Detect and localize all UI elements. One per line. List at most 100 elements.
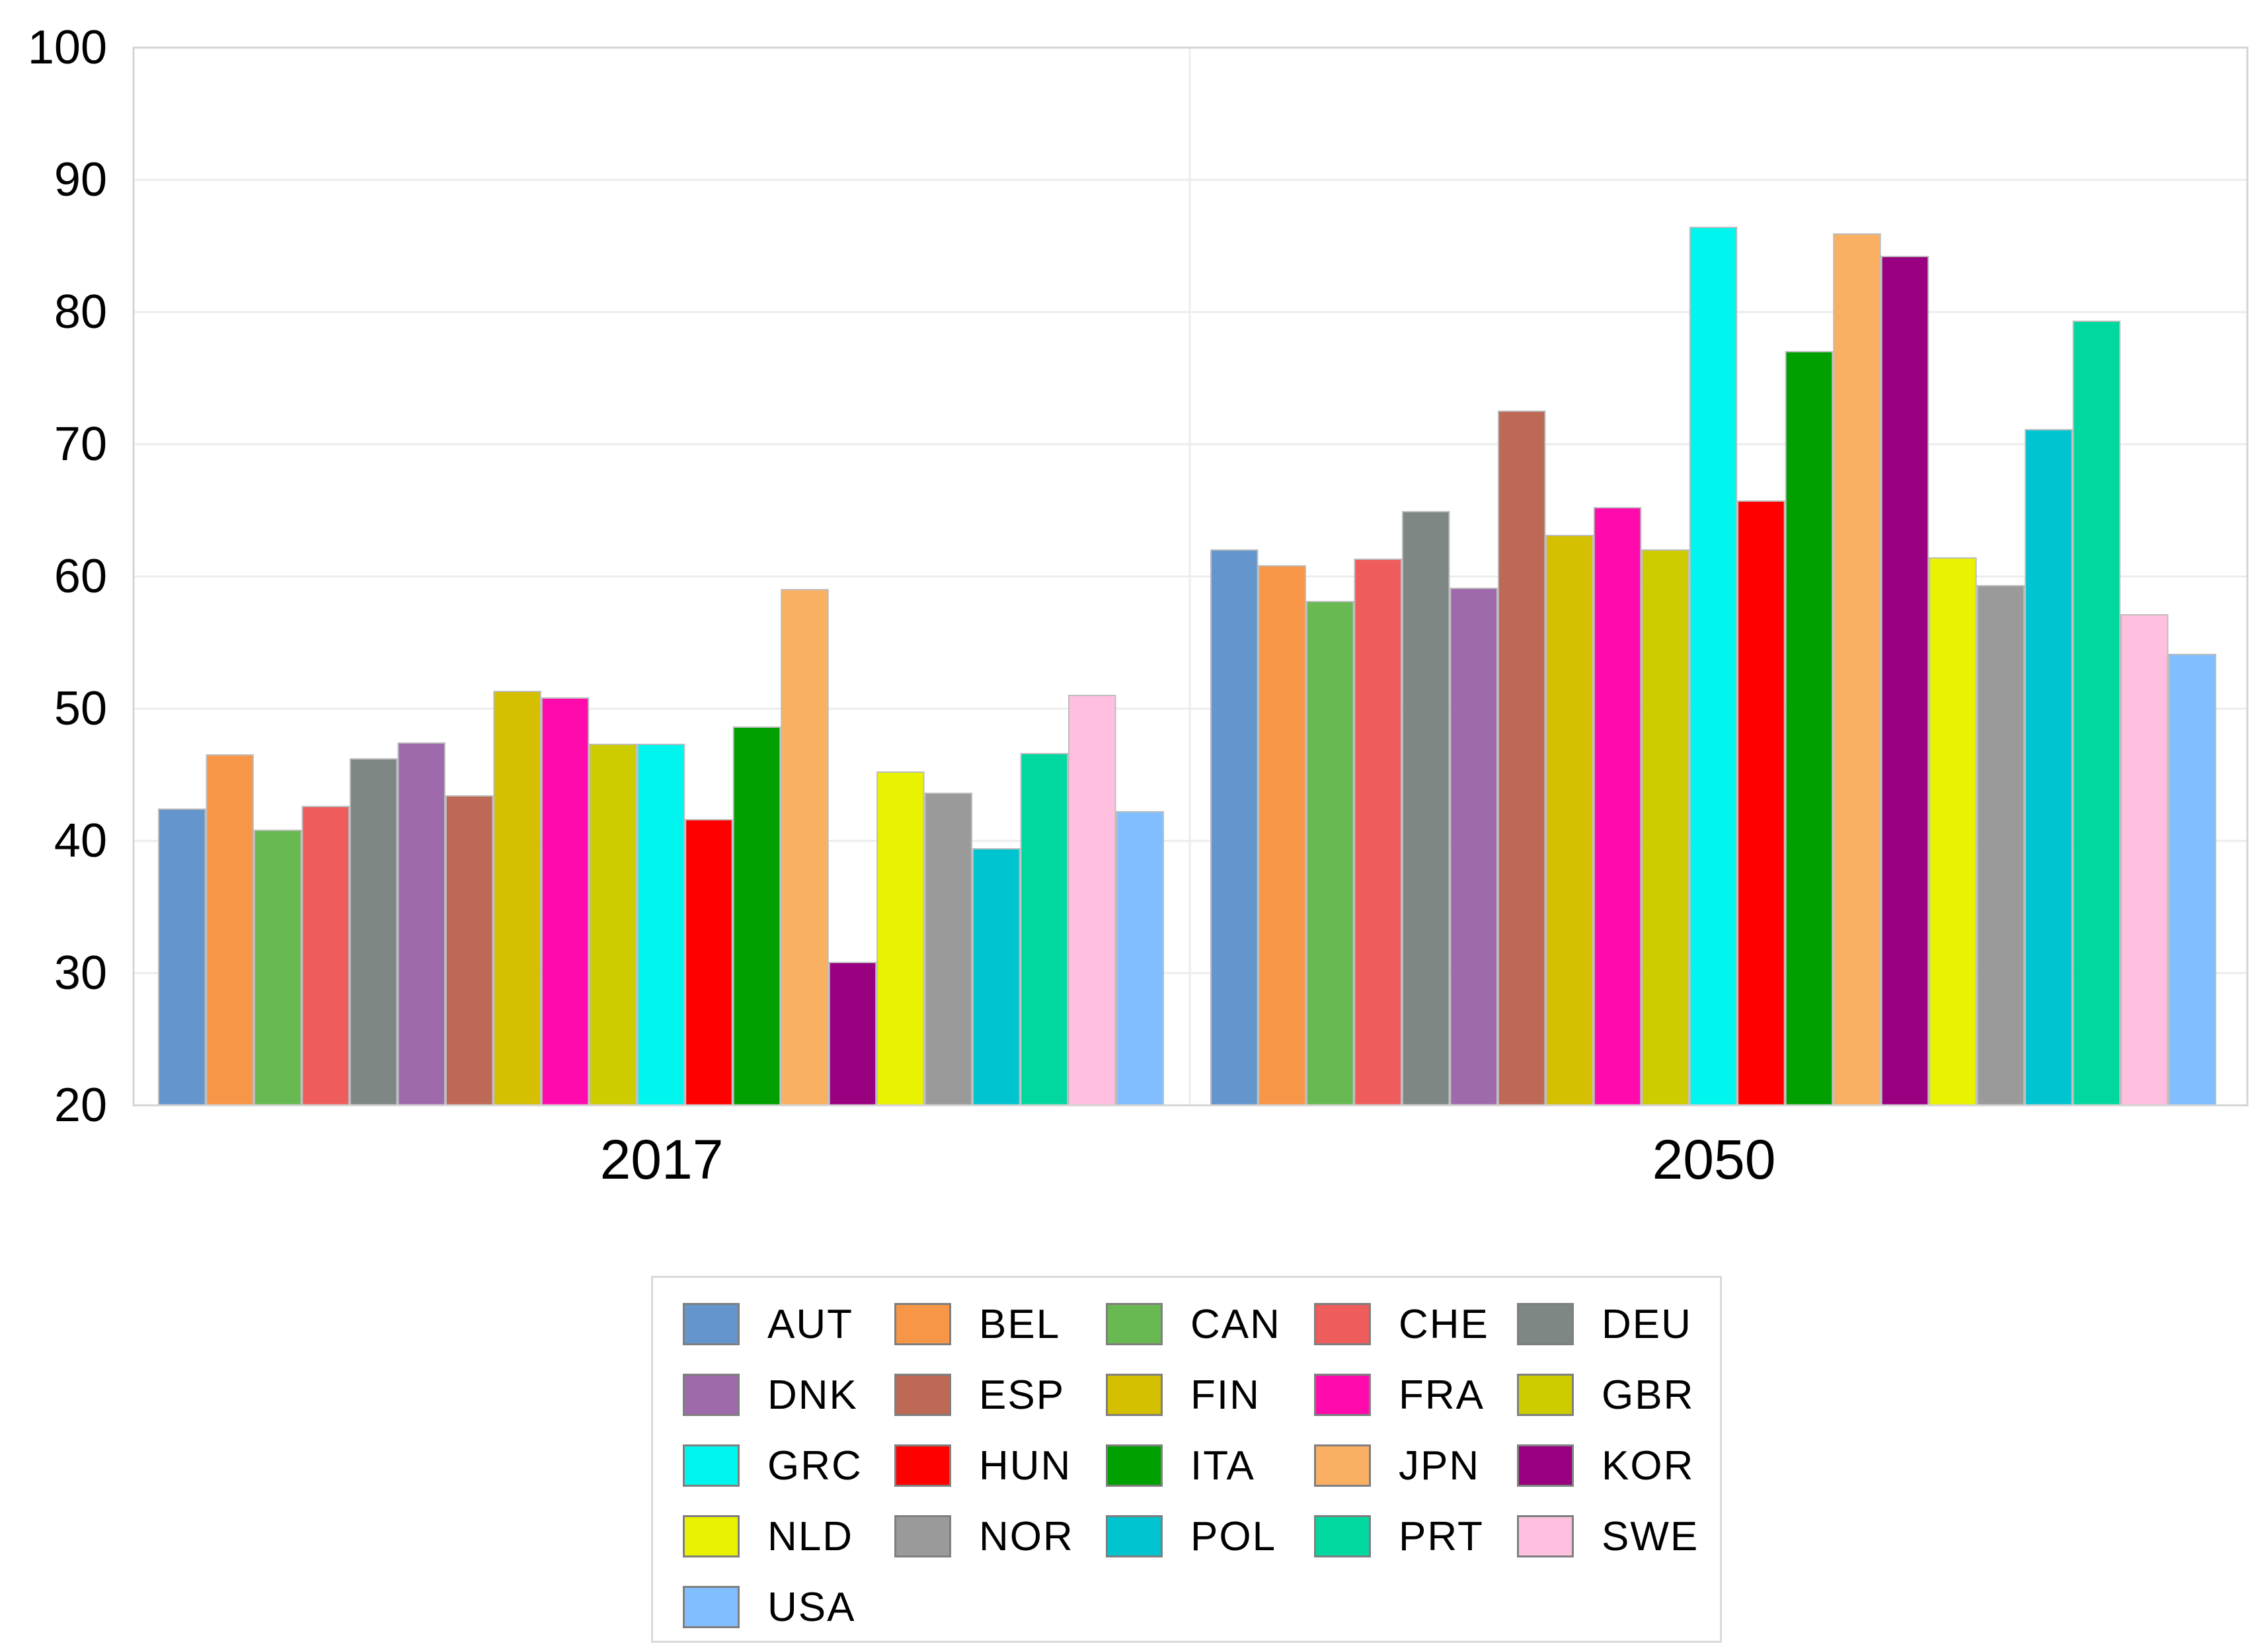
bar-can-2050 <box>1306 601 1354 1106</box>
legend-item-jpn: JPN <box>1314 1439 1480 1492</box>
legend-item-gbr: GBR <box>1517 1368 1694 1421</box>
legend-label: AUT <box>767 1301 853 1347</box>
bar-aut-2050 <box>1210 549 1259 1106</box>
legend-item-fin: FIN <box>1106 1368 1261 1421</box>
bar-deu-2017 <box>349 758 398 1106</box>
legend-swatch <box>1314 1303 1371 1345</box>
legend-swatch <box>1517 1444 1574 1487</box>
bar-ita-2017 <box>732 727 781 1106</box>
bar-kor-2050 <box>1881 256 1929 1106</box>
bar-nld-2050 <box>1929 557 1977 1106</box>
legend-swatch <box>683 1515 740 1557</box>
y-axis-ticks: 20 30 40 50 60 70 80 90 100 <box>28 21 107 1132</box>
legend-label: GBR <box>1602 1372 1695 1418</box>
legend-label: KOR <box>1602 1442 1695 1489</box>
legend-item-can: CAN <box>1106 1298 1281 1351</box>
legend-swatch <box>1517 1515 1574 1557</box>
legend-label: PRT <box>1399 1513 1484 1559</box>
bar-nor-2017 <box>924 793 973 1106</box>
bar-fra-2017 <box>541 697 590 1106</box>
bar-fin-2017 <box>493 691 541 1106</box>
y-tick-label: 30 <box>54 947 107 1000</box>
bar-fra-2050 <box>1593 507 1642 1106</box>
legend-label: FRA <box>1399 1372 1485 1418</box>
bar-bel-2017 <box>206 754 254 1106</box>
bar-can-2017 <box>254 830 302 1106</box>
y-tick-label: 40 <box>54 814 107 867</box>
bar-usa-2050 <box>2168 654 2216 1106</box>
y-tick-label: 60 <box>54 550 107 603</box>
legend-swatch <box>1314 1515 1371 1557</box>
legend-label: FIN <box>1190 1372 1261 1418</box>
legend-label: HUN <box>979 1442 1072 1489</box>
legend-item-hun: HUN <box>894 1439 1071 1492</box>
bar-ita-2050 <box>1785 351 1834 1106</box>
legend-item-deu: DEU <box>1517 1298 1692 1351</box>
legend-swatch <box>683 1374 740 1416</box>
bar-nor-2050 <box>1976 585 2025 1106</box>
legend-swatch <box>894 1515 951 1557</box>
legend-item-fra: FRA <box>1314 1368 1485 1421</box>
legend-item-swe: SWE <box>1517 1510 1699 1563</box>
legend-item-pol: POL <box>1106 1510 1276 1563</box>
bar-che-2050 <box>1354 559 1402 1106</box>
bar-che-2017 <box>301 806 350 1106</box>
legend-item-nld: NLD <box>683 1510 853 1563</box>
y-tick-label: 70 <box>54 418 107 471</box>
legend-swatch <box>894 1374 951 1416</box>
legend-label: BEL <box>979 1301 1061 1347</box>
legend-label: DEU <box>1602 1301 1692 1347</box>
legend-item-ita: ITA <box>1106 1439 1255 1492</box>
plot-area-border <box>132 46 2249 1107</box>
bar-jpn-2017 <box>781 589 829 1106</box>
legend-item-grc: GRC <box>683 1439 863 1492</box>
legend-swatch <box>683 1303 740 1345</box>
y-tick-label: 50 <box>54 682 107 735</box>
legend-swatch <box>1517 1303 1574 1345</box>
legend-label: DNK <box>767 1372 858 1418</box>
bar-usa-2017 <box>1116 811 1164 1106</box>
y-tick-label: 100 <box>28 21 107 74</box>
bar-dnk-2017 <box>397 742 446 1106</box>
legend-item-kor: KOR <box>1517 1439 1694 1492</box>
bar-pol-2050 <box>2025 429 2073 1106</box>
legend: AUT BEL CAN CHE DEU DNK ESP FIN FRA GBR GRC HUN ITA J… <box>651 1276 1722 1643</box>
bar-swe-2017 <box>1068 695 1116 1106</box>
bar-prt-2017 <box>1020 753 1069 1106</box>
legend-item-esp: ESP <box>894 1368 1065 1421</box>
legend-label: USA <box>767 1584 856 1630</box>
legend-label: POL <box>1190 1513 1277 1559</box>
bar-fin-2050 <box>1545 535 1594 1106</box>
bar-kor-2017 <box>828 962 877 1106</box>
bar-hun-2050 <box>1737 500 1785 1106</box>
legend-swatch <box>1314 1444 1371 1487</box>
y-tick-label: 80 <box>54 286 107 338</box>
legend-swatch <box>1106 1374 1163 1416</box>
legend-swatch <box>1106 1303 1163 1345</box>
legend-label: ESP <box>979 1372 1066 1418</box>
bar-esp-2050 <box>1497 411 1546 1106</box>
legend-label: ITA <box>1190 1442 1255 1489</box>
legend-item-usa: USA <box>683 1581 855 1633</box>
x-axis-ticks: 2017 2050 <box>600 1128 1776 1191</box>
bar-swe-2050 <box>2120 614 2169 1106</box>
bar-hun-2017 <box>685 819 733 1106</box>
bar-dnk-2050 <box>1450 588 1498 1106</box>
legend-swatch <box>683 1586 740 1628</box>
legend-item-dnk: DNK <box>683 1368 858 1421</box>
legend-swatch <box>894 1444 951 1487</box>
bar-aut-2017 <box>158 808 206 1106</box>
legend-item-prt: PRT <box>1314 1510 1484 1563</box>
legend-label: CHE <box>1399 1301 1489 1347</box>
legend-swatch <box>683 1444 740 1487</box>
legend-label: JPN <box>1399 1442 1481 1489</box>
bar-gbr-2017 <box>589 744 637 1106</box>
bar-gbr-2050 <box>1641 549 1689 1106</box>
bar-grc-2017 <box>637 744 685 1106</box>
legend-item-che: CHE <box>1314 1298 1489 1351</box>
bar-nld-2017 <box>876 771 925 1106</box>
y-tick-label: 90 <box>54 153 107 206</box>
legend-label: CAN <box>1190 1301 1281 1347</box>
bar-bel-2050 <box>1258 565 1306 1106</box>
legend-label: GRC <box>767 1442 863 1489</box>
